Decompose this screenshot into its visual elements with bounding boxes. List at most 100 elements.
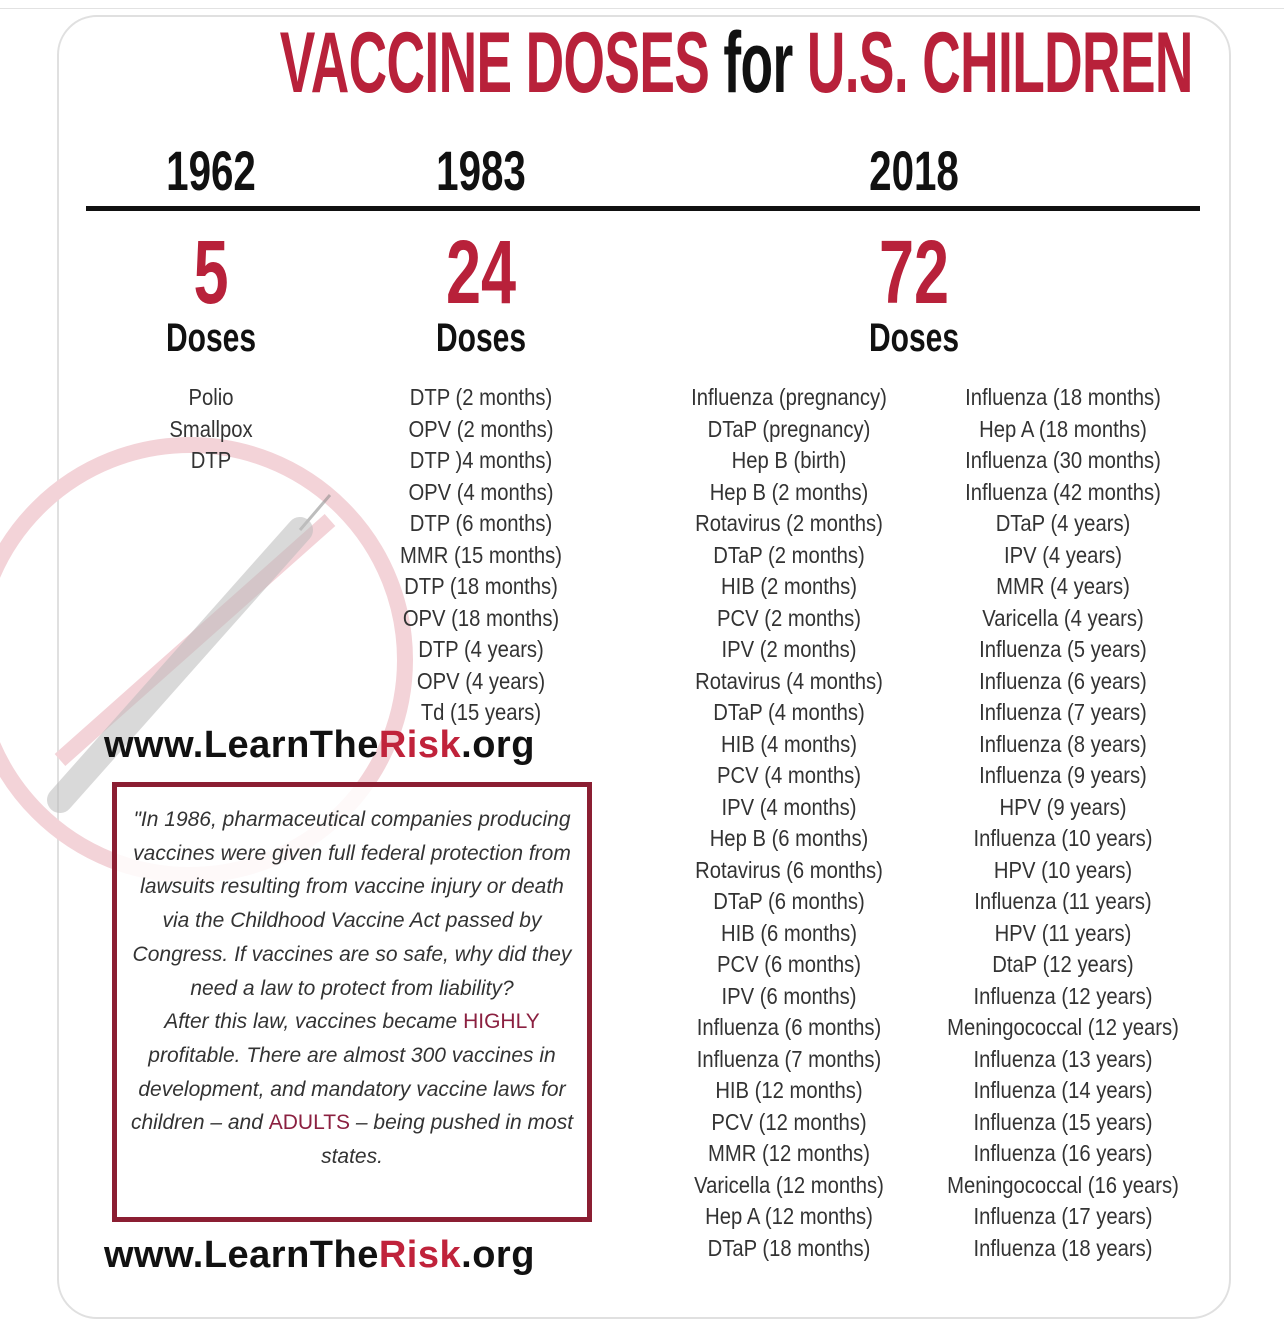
vaccine-list-item: DTaP (pregnancy) (707, 415, 871, 442)
vaccine-list-item: DTaP (4 months) (713, 699, 865, 725)
header-rule (86, 206, 1200, 211)
vaccine-list-item: Influenza (pregnancy) (691, 384, 887, 410)
vaccine-list-item: Influenza (6 months) (696, 1014, 882, 1040)
year-1983: 1983 (436, 139, 526, 202)
vaccine-list-item: PCV (2 months) (717, 604, 861, 631)
doses-label-1962: Doses (165, 316, 257, 360)
website-url-bottom: www.LearnTheRisk.org (104, 1234, 535, 1277)
vaccine-list-item: DtaP (12 years) (992, 951, 1134, 977)
vaccine-list-1983: DTP (2 months) OPV (2 months) DTP )4 month… (331, 382, 631, 729)
vaccine-list-item: Influenza (7 years) (979, 699, 1147, 725)
page-title: VACCINE DOSES for U.S. CHILDREN (0, 14, 1284, 113)
vaccine-list-item: DTaP (2 months) (713, 541, 865, 568)
vaccine-list-item: Rotavirus (4 months) (695, 667, 883, 694)
vaccine-list-item: Influenza (15 years) (973, 1108, 1153, 1135)
url-highlight: Risk (378, 1234, 462, 1276)
vaccine-list-item: Meningococcal (12 years) (947, 1014, 1179, 1040)
note-part-3: profitable. There are almost 300 vaccine… (130, 1043, 566, 1135)
vaccine-list-item: Varicella (12 months) (694, 1171, 884, 1198)
vaccine-list-item: Influenza (42 months) (965, 478, 1161, 505)
vaccine-list-item: Polio (188, 384, 234, 410)
vaccine-list-item: OPV (4 months) (408, 478, 554, 505)
vaccine-list-item: PCV (4 months) (717, 762, 861, 788)
vaccine-list-item: PCV (12 months) (711, 1108, 867, 1135)
url-suffix: .org (461, 1234, 535, 1276)
vaccine-list-item: HPV (10 years) (993, 856, 1133, 883)
vaccine-list-item: Td (15 years) (420, 699, 542, 725)
vaccine-list-item: IPV (6 months) (721, 982, 857, 1009)
vaccine-list-item: Meningococcal (16 years) (947, 1171, 1179, 1198)
vaccine-list-item: DTP (190, 447, 232, 473)
vaccine-list-item: IPV (4 months) (721, 793, 857, 820)
vaccine-list-item: DTaP (18 months) (707, 1234, 871, 1261)
dose-count-1983: 24 (445, 223, 517, 323)
dose-count-1962: 5 (193, 223, 229, 323)
liability-note-box: "In 1986, pharmaceutical companies produ… (112, 782, 592, 1222)
vaccine-list-item: HIB (4 months) (720, 730, 858, 757)
vaccine-list-item: Influenza (18 years) (973, 1234, 1153, 1261)
syringe-icon (47, 494, 332, 813)
vaccine-list-item: OPV (2 months) (408, 415, 554, 442)
vaccine-list-item: Hep A (12 months) (705, 1203, 873, 1229)
vaccine-list-item: IPV (4 years) (1003, 541, 1123, 568)
note-text: "In 1986, pharmaceutical companies produ… (125, 803, 579, 1174)
vaccine-list-item: MMR (15 months) (400, 541, 562, 568)
vaccine-list-item: Influenza (16 years) (973, 1140, 1153, 1166)
year-1962: 1962 (166, 139, 256, 202)
title-part-2: for (723, 15, 793, 111)
title-part-1: VACCINE DOSES (279, 15, 710, 111)
vaccine-list-item: Rotavirus (6 months) (695, 856, 883, 883)
vaccine-list-item: HPV (11 years) (994, 919, 1132, 946)
vaccine-list-2018-b: Influenza (18 months) Hep A (18 months) In… (913, 382, 1213, 1264)
vaccine-list-item: OPV (4 years) (416, 667, 546, 694)
vaccine-list-item: Influenza (14 years) (973, 1077, 1153, 1103)
url-highlight: Risk (378, 724, 462, 766)
vaccine-list-item: Influenza (7 months) (696, 1045, 882, 1072)
vaccine-list-item: Influenza (11 years) (974, 888, 1152, 914)
vaccine-list-item: OPV (18 months) (402, 604, 560, 631)
vaccine-list-item: DTP )4 months) (409, 447, 553, 473)
vaccine-list-item: DTP (18 months) (404, 573, 558, 599)
vaccine-list-item: DTaP (4 years) (995, 510, 1131, 536)
doses-label-2018: Doses (868, 316, 960, 360)
vaccine-list-item: DTP (2 months) (409, 384, 553, 410)
title-part-3: U.S. CHILDREN (806, 15, 1194, 111)
vaccine-list-item: Hep B (birth) (731, 447, 847, 473)
vaccine-list-item: IPV (2 months) (721, 636, 857, 662)
vaccine-list-item: PCV (6 months) (717, 951, 861, 977)
url-suffix: .org (461, 724, 535, 766)
vaccine-list-item: Influenza (13 years) (973, 1045, 1153, 1072)
vaccine-list-item: Influenza (5 years) (979, 636, 1147, 662)
year-2018: 2018 (869, 139, 959, 202)
vaccine-list-item: HIB (2 months) (720, 573, 858, 599)
doses-label-1983: Doses (435, 316, 527, 360)
vaccine-list-item: MMR (12 months) (708, 1140, 870, 1166)
vaccine-list-item: Varicella (4 years) (982, 604, 1144, 631)
top-divider (0, 8, 1284, 9)
website-url-top: www.LearnTheRisk.org (104, 724, 535, 767)
vaccine-list-item: MMR (4 years) (996, 573, 1130, 599)
url-prefix: www.LearnThe (104, 1234, 379, 1276)
vaccine-list-item: Influenza (18 months) (965, 384, 1161, 410)
vaccine-list-item: Influenza (8 years) (979, 730, 1147, 757)
vaccine-list-item: Influenza (12 years) (973, 982, 1153, 1009)
vaccine-list-item: Influenza (10 years) (973, 825, 1153, 851)
vaccine-list-item: Hep B (2 months) (709, 478, 869, 505)
vaccine-list-item: DTaP (6 months) (713, 888, 865, 914)
vaccine-list-item: Rotavirus (2 months) (695, 510, 883, 536)
vaccine-list-item: Hep A (18 months) (979, 415, 1147, 442)
vaccine-list-item: Influenza (17 years) (973, 1203, 1153, 1229)
note-highlight-adults: ADULTS (268, 1111, 351, 1135)
vaccine-list-2018-a: Influenza (pregnancy) DTaP (pregnancy) Hep… (639, 382, 939, 1264)
note-part-2: After this law, vaccines became (164, 1010, 458, 1034)
dose-count-2018: 72 (878, 223, 950, 323)
vaccine-list-item: Influenza (30 months) (965, 447, 1161, 473)
vaccine-list-item: DTP (4 years) (418, 636, 544, 662)
vaccine-list-item: Smallpox (169, 415, 253, 442)
url-prefix: www.LearnThe (104, 724, 379, 766)
note-part-4: – being pushed in most states. (321, 1111, 574, 1169)
note-highlight-highly: HIGHLY (463, 1010, 540, 1034)
vaccine-list-item: DTP (6 months) (409, 510, 553, 536)
vaccine-list-item: Influenza (6 years) (979, 667, 1147, 694)
vaccine-list-1962: Polio Smallpox DTP (61, 382, 361, 477)
